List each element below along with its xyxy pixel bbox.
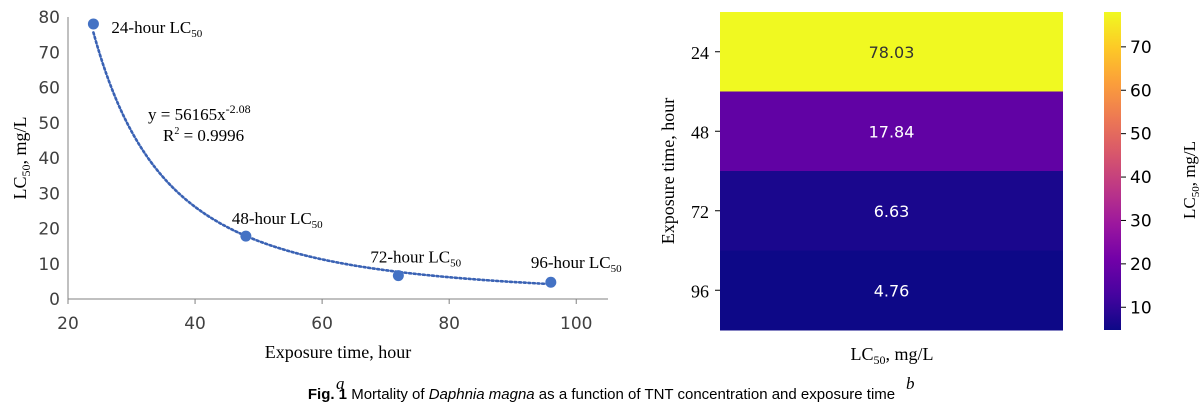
data-point-label: 96-hour LC50 <box>531 253 622 275</box>
data-point-label-base: 72-hour LC <box>370 248 450 267</box>
x-axis-label-tail: , mg/L <box>886 344 934 364</box>
caption-text-2: as a function of TNT concentration and e… <box>534 386 896 403</box>
x-axis-label-subscript: 50 <box>874 353 886 367</box>
data-point <box>545 276 557 288</box>
heatmap-cell <box>720 91 1063 172</box>
panel-b-heatmap: 78.03 24 17.84 48 6.63 72 4.76 96 Exposure time,… <box>658 12 1202 367</box>
y-axis-label-tail: , mg/L <box>10 116 30 164</box>
data-point-label-subscript: 50 <box>191 28 203 40</box>
y-tick-label: 40 <box>38 149 60 169</box>
colorbar-tick-label: 20 <box>1130 255 1152 275</box>
colorbar-tick-label: 30 <box>1130 211 1152 231</box>
data-point-label-base: 24-hour LC <box>111 18 191 37</box>
data-point <box>87 18 99 30</box>
trendline-r-squared-tail: = 0.9996 <box>179 126 244 145</box>
y-tick-label: 70 <box>38 43 60 63</box>
x-axis-label: Exposure time, hour <box>265 342 411 362</box>
data-point <box>240 230 252 242</box>
panel-label-b: b <box>906 374 915 393</box>
y-axis-label-subscript: 50 <box>19 164 33 176</box>
data-point-label-subscript: 50 <box>450 258 462 270</box>
caption-text-1: Mortality of <box>347 386 429 403</box>
data-point-label: 72-hour LC50 <box>370 248 461 270</box>
colorbar-tick-label: 60 <box>1130 81 1152 101</box>
x-axis-label: LC50, mg/L <box>850 344 933 367</box>
data-point-label-base: 96-hour LC <box>531 253 611 272</box>
data-point <box>392 270 404 282</box>
x-axis-label-base: LC <box>850 344 873 364</box>
heatmap-value-label: 6.63 <box>874 202 910 221</box>
power-trendline <box>92 31 553 286</box>
y-axis-label: Exposure time, hour <box>658 98 678 244</box>
panel-a-scatter-chart: 0 10 20 30 40 50 60 70 80 20 40 60 80 100 Exposure tim… <box>10 8 622 362</box>
y-tick-label: 48 <box>691 122 709 142</box>
colorbar-tick-label: 70 <box>1130 38 1152 58</box>
data-point-label: 48-hour LC50 <box>232 209 323 231</box>
figure-caption: Fig. 1 Mortality of Daphnia magna as a f… <box>0 386 1203 403</box>
y-tick-label: 50 <box>38 114 60 134</box>
y-tick-label: 20 <box>38 220 60 240</box>
y-tick-label: 24 <box>691 43 709 63</box>
trendline-equation-superscript: -2.08 <box>226 102 251 116</box>
trendline-equation-base: y = 56165x <box>148 105 226 124</box>
heatmap-value-label: 78.03 <box>869 43 915 62</box>
heatmap-cell <box>720 12 1063 92</box>
colorbar-tick-label: 40 <box>1130 168 1152 188</box>
data-point-label-subscript: 50 <box>312 219 324 231</box>
x-tick-label: 60 <box>311 314 333 334</box>
caption-species: Daphnia magna <box>428 386 535 403</box>
panel-label-a: a <box>336 374 345 393</box>
trendline-r-squared-base: R <box>163 126 175 145</box>
data-point-label: 24-hour LC50 <box>111 18 202 40</box>
colorbar <box>1104 12 1121 330</box>
heatmap-cell <box>720 171 1063 251</box>
x-tick-label: 100 <box>560 314 592 334</box>
colorbar-label-tail: , mg/L <box>1180 141 1199 186</box>
y-tick-label: 10 <box>38 255 60 275</box>
heatmap-value-label: 17.84 <box>869 122 915 141</box>
colorbar-label: LC50, mg/L <box>1180 141 1202 219</box>
data-point-label-subscript: 50 <box>611 263 623 275</box>
data-point-label-base: 48-hour LC <box>232 209 312 228</box>
x-tick-label: 80 <box>438 314 460 334</box>
colorbar-label-subscript: 50 <box>1190 186 1202 198</box>
colorbar-tick-label: 50 <box>1130 125 1152 145</box>
heatmap-cell <box>720 250 1063 331</box>
colorbar-tick-label: 10 <box>1130 298 1152 318</box>
trendline-r-squared-superscript: 2 <box>174 126 179 137</box>
y-tick-label: 72 <box>691 202 709 222</box>
x-tick-label: 20 <box>57 314 79 334</box>
x-tick-label: 40 <box>184 314 206 334</box>
colorbar-label-base: LC <box>1180 197 1199 219</box>
y-tick-label: 0 <box>49 290 60 310</box>
y-tick-label: 96 <box>691 281 709 301</box>
y-tick-label: 30 <box>38 184 60 204</box>
trendline-r-squared: R2 = 0.9996 <box>163 126 244 145</box>
y-tick-label: 80 <box>38 8 60 28</box>
trendline-equation: y = 56165x-2.08 <box>148 102 251 124</box>
caption-label: Fig. 1 <box>307 386 348 403</box>
y-axis-label: LC50, mg/L <box>10 116 33 199</box>
heatmap-value-label: 4.76 <box>874 281 910 300</box>
y-tick-label: 60 <box>38 79 60 99</box>
y-axis-label-base: LC <box>10 176 30 199</box>
